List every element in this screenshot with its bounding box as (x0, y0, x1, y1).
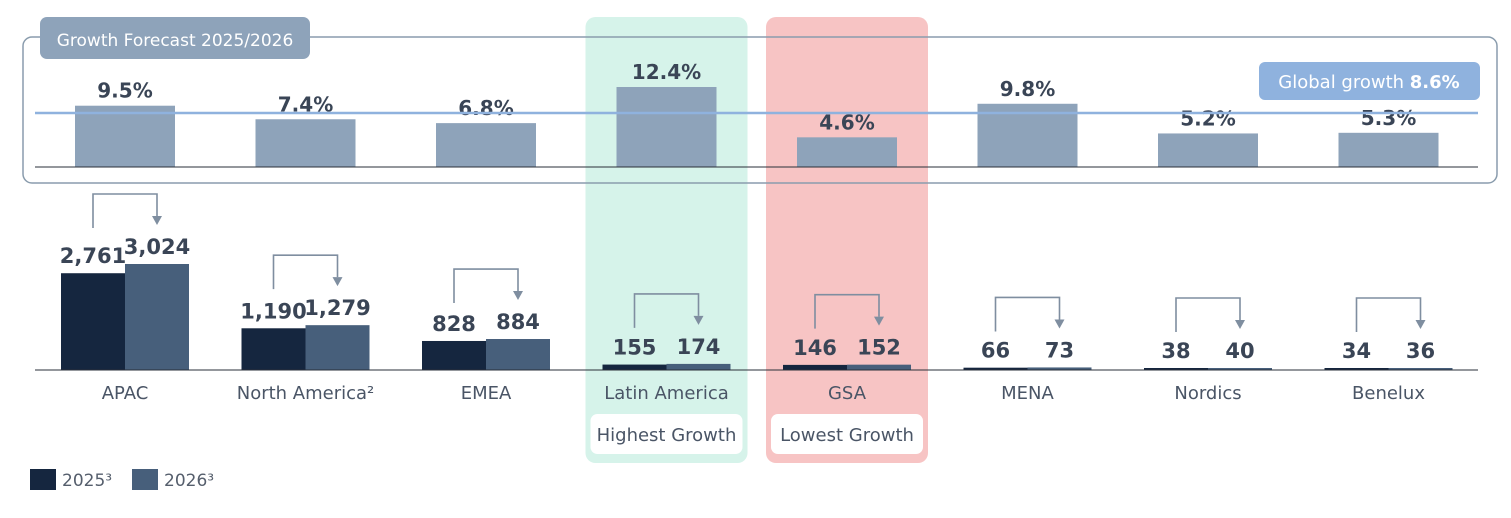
growth-bar-gsa (797, 137, 897, 167)
change-arrow (1355, 297, 1422, 332)
change-arrow-head (1415, 320, 1426, 329)
change-arrow (633, 293, 700, 328)
volume-bar-latin-america-2025 (602, 364, 667, 370)
volume-bar-north-america-2026 (305, 325, 370, 370)
growth-bar-mena (977, 103, 1078, 167)
volume-bar-gsa-2026 (847, 364, 911, 370)
category-label-mena: MENA (1001, 383, 1054, 404)
volume-bar-gsa-2025 (783, 364, 847, 370)
growth-value-label: 9.8% (1000, 77, 1055, 101)
growth-value-label: 12.4% (632, 60, 701, 84)
legend-label: 2026³ (164, 471, 214, 491)
volume-bar-apac-2025 (61, 273, 125, 370)
volume-value-label: 40 (1225, 339, 1254, 363)
change-arrow-head (513, 291, 523, 301)
legend-label: 2025³ (62, 471, 112, 491)
legend-swatch-2026 (132, 469, 158, 490)
volume-value-label: 73 (1045, 338, 1074, 362)
growth-bar-nordics (1158, 133, 1258, 167)
change-arrow (1175, 297, 1241, 332)
growth-value-label: 6.8% (458, 96, 513, 120)
growth-value-label: 5.2% (1180, 106, 1235, 130)
volume-value-label: 66 (981, 339, 1010, 363)
chart-title-tab: Growth Forecast 2025/2026 (40, 17, 310, 59)
volume-bar-apac-2026 (125, 264, 189, 370)
growth-bar-benelux (1338, 132, 1439, 167)
volume-value-label: 3,024 (124, 235, 190, 259)
category-label-nordics: Nordics (1174, 383, 1241, 404)
legend: 2025³ 2026³ (30, 469, 214, 491)
growth-bar-north-america (255, 119, 356, 167)
change-arrow-head (332, 277, 343, 287)
volume-value-label: 146 (793, 336, 837, 360)
change-arrow (994, 296, 1061, 332)
volume-bar-mena-2025 (963, 367, 1028, 370)
growth-bar-emea (436, 123, 536, 167)
highlight-label: Lowest Growth (780, 425, 914, 446)
category-label-emea: EMEA (461, 383, 512, 404)
highlight-badge-gsa (771, 414, 923, 454)
volume-value-label: 2,761 (60, 244, 126, 268)
change-arrow (272, 254, 339, 290)
change-arrow (814, 293, 880, 329)
volume-value-label: 174 (677, 335, 721, 359)
volume-bar-latin-america-2026 (666, 363, 731, 370)
volume-bar-nordics-2026 (1208, 368, 1272, 370)
forecast-panel-frame (22, 36, 1498, 184)
volume-bar-north-america-2025 (241, 328, 306, 370)
volume-value-label: 1,190 (240, 299, 306, 323)
growth-bar-latin-america (616, 87, 717, 167)
volume-value-label: 884 (496, 310, 540, 334)
volume-bar-mena-2026 (1027, 367, 1092, 370)
volume-value-label: 155 (613, 336, 657, 360)
growth-value-label: 9.5% (97, 79, 152, 103)
volume-bar-nordics-2025 (1144, 368, 1208, 370)
change-arrow-head (1235, 320, 1245, 329)
volume-bar-benelux-2025 (1324, 368, 1389, 370)
growth-bar-apac (75, 105, 175, 167)
change-arrow-head (693, 315, 704, 325)
category-label-benelux: Benelux (1352, 383, 1425, 404)
volume-value-label: 34 (1342, 339, 1371, 363)
change-arrow (92, 193, 158, 228)
volume-bar-emea-2026 (486, 339, 550, 370)
global-growth-badge (1259, 62, 1480, 100)
highlight-column-gsa (766, 17, 928, 463)
volume-value-label: 1,279 (304, 296, 370, 320)
volume-value-label: 38 (1161, 339, 1190, 363)
category-label-latin-america: Latin America (604, 383, 729, 404)
growth-value-label: 5.3% (1361, 106, 1416, 130)
change-arrow (453, 268, 519, 304)
volume-value-label: 36 (1406, 339, 1435, 363)
category-label-apac: APAC (102, 383, 149, 404)
change-arrow-head (1054, 319, 1065, 329)
volume-value-label: 828 (432, 312, 476, 336)
change-arrow-head (874, 316, 884, 326)
legend-swatch-2025 (30, 469, 56, 490)
global-growth-label: Global growth 8.6% (1278, 72, 1459, 93)
change-arrow-head (152, 216, 162, 225)
volume-value-label: 152 (857, 336, 901, 360)
category-label-north-america: North America² (237, 383, 375, 404)
category-label-gsa: GSA (828, 383, 867, 404)
chart-title: Growth Forecast 2025/2026 (57, 31, 294, 51)
volume-bar-emea-2025 (422, 340, 486, 370)
highlight-badge-latin-america (590, 414, 743, 454)
volume-bar-benelux-2026 (1388, 368, 1453, 370)
growth-value-label: 4.6% (819, 110, 874, 134)
highlight-label: Highest Growth (597, 425, 737, 446)
